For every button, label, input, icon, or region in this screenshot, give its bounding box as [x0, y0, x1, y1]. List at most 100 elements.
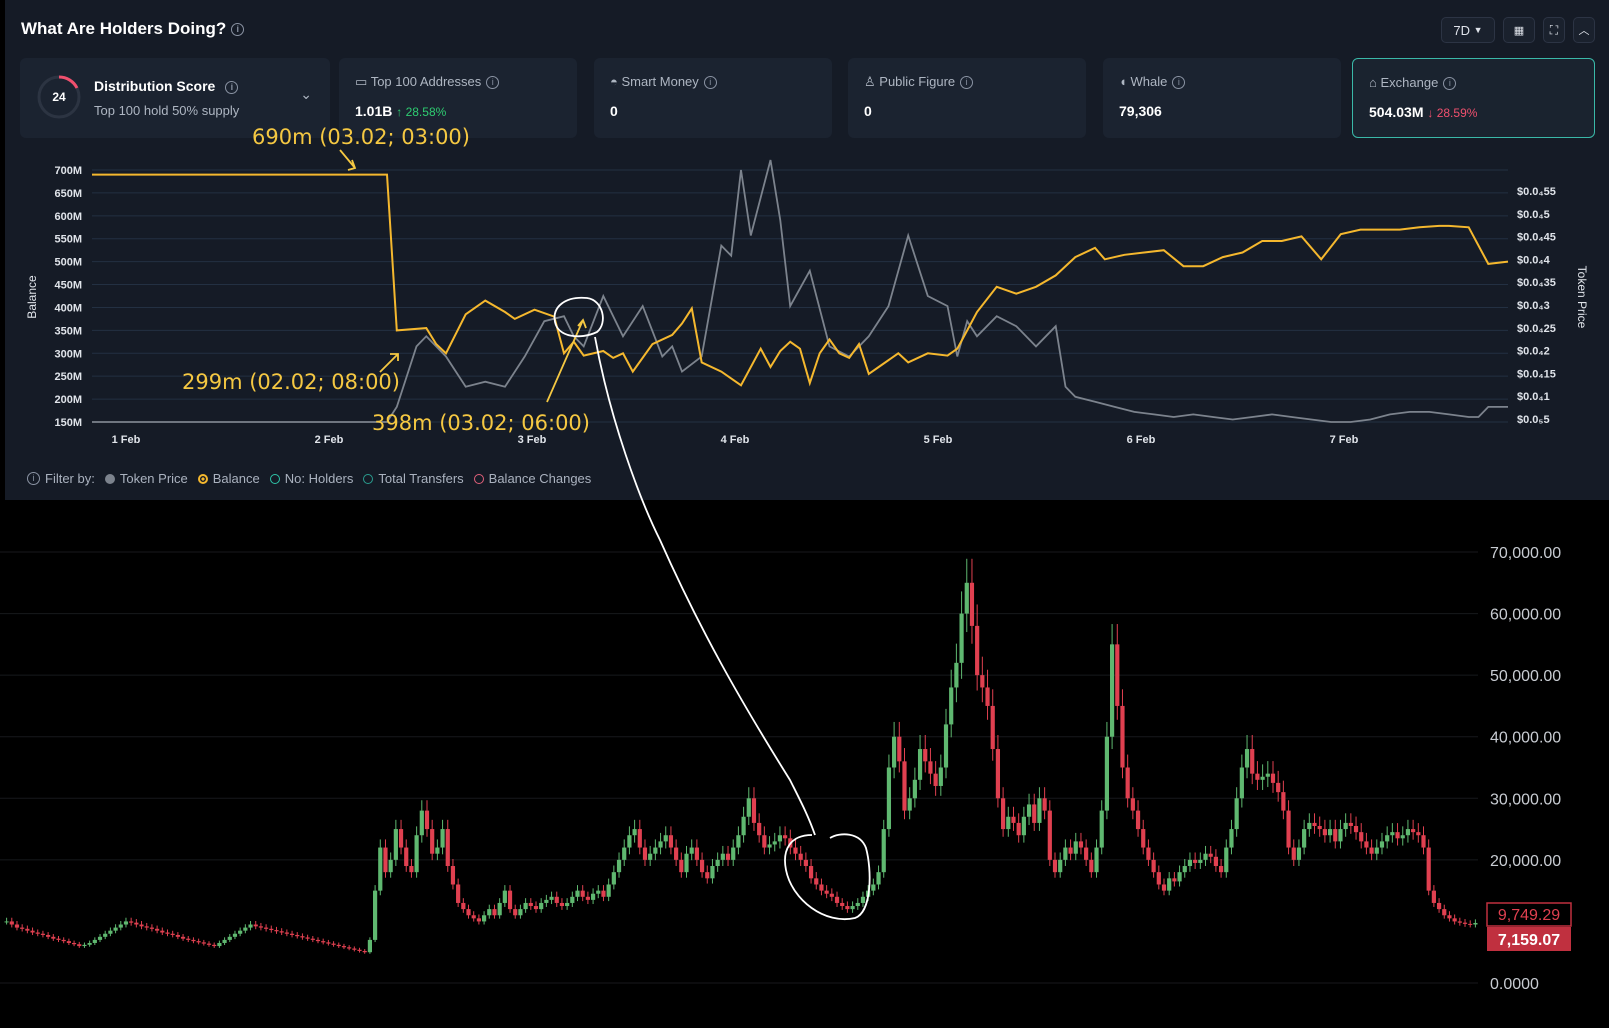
- candle-body: [954, 662, 959, 688]
- candle-body: [1359, 832, 1364, 842]
- candle-body: [1161, 884, 1167, 891]
- candle-body: [134, 922, 139, 925]
- candle-body: [1073, 841, 1078, 854]
- candle-body: [1213, 856, 1218, 867]
- candle-body: [383, 847, 388, 873]
- info-icon[interactable]: i: [960, 76, 974, 90]
- legend-holders[interactable]: No: Holders: [269, 471, 353, 486]
- calendar-button[interactable]: ▦: [1503, 17, 1535, 43]
- exchange-card[interactable]: ⌂ Exchange i 504.03M ↓ 28.59%: [1352, 58, 1595, 138]
- bank-icon: ⌂: [1369, 75, 1377, 90]
- exchange-change: ↓ 28.59%: [1427, 106, 1478, 120]
- candle-body: [1421, 835, 1426, 848]
- legend-total-transfers[interactable]: Total Transfers: [363, 471, 464, 486]
- candle-body: [642, 847, 648, 860]
- candle-body: [1244, 749, 1250, 768]
- candle-body: [616, 859, 622, 873]
- annotation-connector: [594, 336, 816, 836]
- legend-token-price[interactable]: Token Price: [104, 471, 188, 486]
- candle-body: [289, 933, 295, 935]
- candle-body: [1270, 773, 1276, 783]
- candle-body: [933, 773, 938, 786]
- annotation-arrow-398: [546, 318, 587, 403]
- whale-value: 79,306: [1119, 103, 1162, 119]
- candle-body: [1369, 847, 1374, 854]
- distribution-card[interactable]: 24 Distribution Score i Top 100 hold 50% …: [20, 58, 330, 138]
- distribution-subtitle: Top 100 hold 50% supply: [94, 103, 240, 118]
- candle-body: [1390, 832, 1395, 836]
- candle-body: [772, 841, 777, 845]
- candle-body: [1416, 832, 1421, 836]
- candle-body: [793, 847, 798, 854]
- candle-body: [1099, 810, 1104, 848]
- candle-body: [990, 705, 995, 750]
- candle-y-tick-label: 70,000.00: [1490, 545, 1561, 562]
- legend-balance[interactable]: Balance: [197, 471, 260, 486]
- last-price-box: [1486, 902, 1572, 927]
- y-tick-label: 250M: [54, 371, 82, 383]
- info-icon[interactable]: i: [1443, 77, 1457, 91]
- candle-body: [232, 933, 238, 937]
- candle-body: [1353, 825, 1359, 833]
- candle-body: [570, 896, 575, 903]
- candle-body: [559, 902, 565, 907]
- candle-body: [1104, 736, 1109, 811]
- candle-body: [430, 829, 435, 854]
- y-tick-label: 150M: [54, 417, 82, 429]
- y2-tick-label: $0.0₄55: [1517, 186, 1556, 198]
- candle-body: [840, 902, 845, 907]
- candlestick-chart: 70,000.00 60,000.00 50,000.00 40,000.00 30,0…: [0, 545, 1572, 993]
- candle-body: [580, 890, 585, 897]
- candle-body: [1286, 810, 1291, 848]
- top-controls: 7D ▼ ▦ ⛶ ︿: [1441, 17, 1595, 43]
- collapse-button[interactable]: ︿: [1573, 17, 1595, 43]
- candle-body: [959, 613, 964, 663]
- person-icon: ♙: [864, 74, 876, 89]
- candle-body: [1115, 644, 1120, 706]
- candle-body: [757, 822, 762, 836]
- public-figure-card[interactable]: ♙ Public Figure i 0: [848, 58, 1086, 138]
- candle-body: [336, 944, 341, 947]
- y2-tick-label: $0.0₄2: [1517, 346, 1550, 358]
- candle-body: [720, 853, 725, 860]
- candle-body: [222, 939, 227, 943]
- info-icon[interactable]: i: [225, 80, 239, 94]
- top100-card[interactable]: ▭ Top 100 Addresses i 1.01B ↑ 28.58%: [339, 58, 577, 138]
- range-select[interactable]: 7D ▼: [1441, 17, 1495, 43]
- candle-body: [424, 810, 430, 830]
- candle-body: [321, 941, 326, 943]
- candle-body: [1452, 918, 1457, 922]
- candle-body: [139, 924, 144, 927]
- candle-body: [373, 890, 378, 940]
- fullscreen-button[interactable]: ⛶: [1543, 17, 1565, 43]
- filter-label: i Filter by:: [27, 471, 95, 486]
- y2-tick-label: $0.0₄35: [1517, 277, 1556, 289]
- candle-body: [513, 909, 518, 916]
- candle-body: [705, 872, 710, 879]
- candle-body: [404, 847, 409, 867]
- whale-card[interactable]: ◖ Whale i 79,306: [1103, 58, 1341, 138]
- chevron-down-icon[interactable]: ⌄: [300, 86, 312, 102]
- candle-body: [1281, 792, 1286, 811]
- candle-body: [554, 896, 559, 903]
- candle-body: [461, 902, 466, 910]
- legend-balance-changes[interactable]: Balance Changes: [473, 471, 591, 486]
- info-icon[interactable]: i: [231, 23, 245, 37]
- candle-body: [160, 930, 165, 933]
- smart-money-card[interactable]: ◓ Smart Money i 0: [594, 58, 832, 138]
- candle-body: [1001, 798, 1006, 830]
- public-figure-label: ♙ Public Figure i: [864, 74, 974, 90]
- top100-label: ▭ Top 100 Addresses i: [355, 74, 500, 90]
- candle-body: [1426, 847, 1431, 891]
- info-icon[interactable]: i: [703, 76, 717, 90]
- info-icon[interactable]: i: [486, 76, 500, 90]
- candle-body: [1250, 749, 1255, 774]
- candle-body: [710, 866, 715, 879]
- candle-body: [762, 835, 767, 848]
- info-icon[interactable]: i: [1172, 76, 1186, 90]
- x-tick-label: 3 Feb: [518, 434, 547, 446]
- expand-icon: ⛶: [1549, 22, 1559, 37]
- whale-label: ◖ Whale i: [1119, 74, 1186, 90]
- candle-body: [907, 798, 912, 811]
